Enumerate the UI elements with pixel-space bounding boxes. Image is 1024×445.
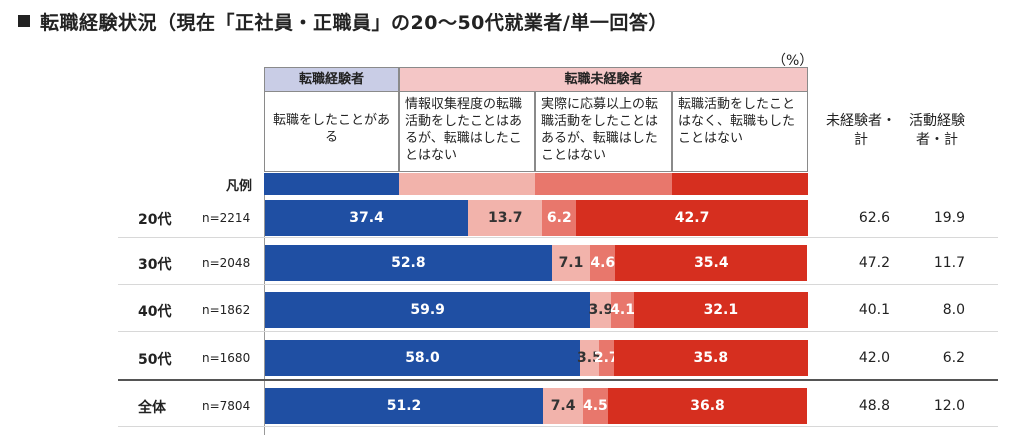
- bar-segment-b: 3.5: [577, 340, 602, 376]
- bar-segment-b: 7.1: [551, 245, 591, 281]
- bar-segment-b: 3.9: [588, 292, 613, 328]
- bar-segment-a: 51.2: [265, 388, 544, 424]
- bar-segment-a: 58.0: [265, 340, 580, 376]
- summary-nonexp-value: 62.6: [858, 210, 890, 226]
- row-category-label: 40代: [138, 304, 172, 320]
- bar-segment-c: 4.1: [610, 292, 635, 328]
- row-category-label: 20代: [138, 212, 172, 228]
- legend-label: 凡例: [226, 179, 253, 194]
- bar-segment-c: 4.6: [590, 245, 616, 281]
- row-sample-size: n=7804: [202, 399, 251, 413]
- bottom-line: [118, 426, 998, 427]
- summary-active-value: 8.0: [942, 302, 965, 318]
- row-sample-size: n=1680: [202, 351, 251, 365]
- bar-segment-c: 2.7: [594, 340, 619, 376]
- bar-segment-a: 37.4: [265, 200, 469, 236]
- row-category-label: 30代: [138, 257, 172, 273]
- bar-segment-d: 35.8: [613, 340, 808, 376]
- bar-segment-c: 6.2: [542, 200, 577, 236]
- legend-swatch-b: [399, 173, 535, 195]
- row-separator-line: [118, 237, 998, 238]
- row-separator-line: [118, 284, 998, 285]
- summary-header-nonexp: 未経験者・計: [826, 113, 896, 148]
- total-separator-line: [118, 379, 998, 381]
- row-sample-size: n=2048: [202, 256, 251, 270]
- summary-nonexp-value: 42.0: [858, 350, 890, 366]
- summary-nonexp-value: 40.1: [858, 302, 890, 318]
- summary-active-value: 19.9: [933, 210, 965, 226]
- bullet-square-icon: [18, 15, 30, 27]
- category-a-header: 転職をしたことがある: [264, 92, 399, 172]
- category-c-header: 実際に応募以上の転職活動をしたことはあるが、転職はしたことはない: [535, 92, 672, 172]
- bar-segment-a: 59.9: [265, 292, 591, 328]
- category-b-header: 情報収集程度の転職活動をしたことはあるが、転職はしたことはない: [399, 92, 535, 172]
- summary-active-value: 12.0: [933, 398, 965, 414]
- row-sample-size: n=1862: [202, 303, 251, 317]
- summary-header-active: 活動経験者・計: [909, 113, 965, 148]
- bar-segment-d: 35.4: [615, 245, 808, 281]
- legend-swatch-a: [264, 173, 399, 195]
- row-category-label: 全体: [138, 400, 166, 416]
- header-experienced: 転職経験者: [264, 67, 399, 92]
- bar-segment-b: 13.7: [468, 200, 543, 236]
- chart-title-text: 転職経験状況（現在「正社員・正職員」の20～50代就業者/単一回答）: [40, 12, 668, 34]
- chart-title: 転職経験状況（現在「正社員・正職員」の20～50代就業者/単一回答）: [18, 8, 668, 35]
- bar-segment-d: 36.8: [607, 388, 808, 424]
- summary-nonexp-value: 48.8: [858, 398, 890, 414]
- legend-swatch-d: [672, 173, 808, 195]
- bar-segment-d: 32.1: [633, 292, 808, 328]
- category-d-header: 転職活動をしたことはなく、転職もしたことはない: [672, 92, 808, 172]
- header-non-experienced: 転職未経験者: [399, 67, 808, 92]
- bar-segment-b: 7.4: [543, 388, 584, 424]
- unit-label: （%）: [772, 53, 814, 69]
- bar-segment-a: 52.8: [265, 245, 552, 281]
- bar-segment-c: 4.5: [583, 388, 608, 424]
- row-category-label: 50代: [138, 352, 172, 368]
- bar-segment-d: 42.7: [576, 200, 808, 236]
- bar-axis: [264, 195, 265, 435]
- summary-active-value: 6.2: [942, 350, 965, 366]
- summary-active-value: 11.7: [933, 255, 965, 271]
- row-separator-line: [118, 331, 998, 332]
- summary-nonexp-value: 47.2: [858, 255, 890, 271]
- legend-swatch-c: [535, 173, 672, 195]
- row-sample-size: n=2214: [202, 211, 251, 225]
